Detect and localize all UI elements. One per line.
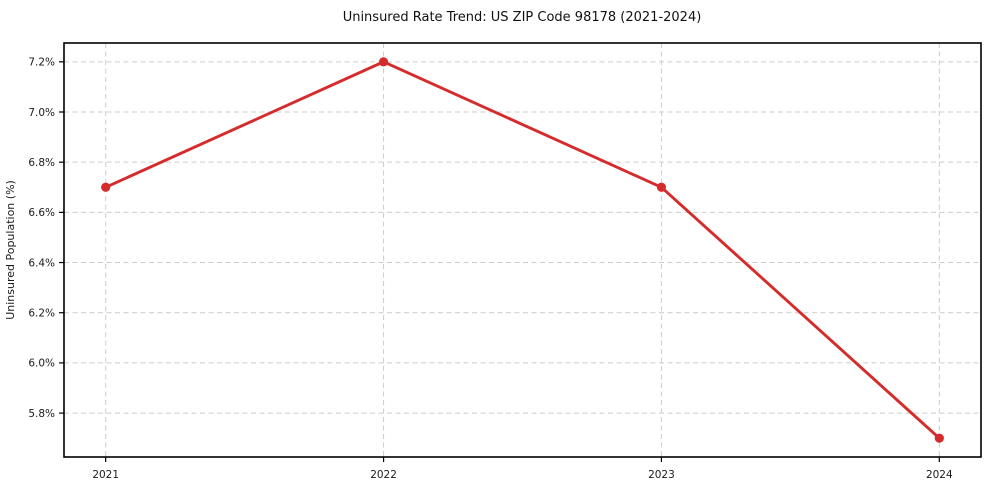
y-tick-label: 6.0% [28,358,55,370]
y-tick-label: 7.0% [28,107,55,119]
data-point [934,433,944,443]
x-tick-label: 2024 [926,469,953,481]
data-point [101,182,111,192]
trend-line [104,60,941,440]
y-axis-label: Uninsured Population (%) [4,180,17,320]
y-tick-label: 6.6% [28,207,55,219]
y-tick-label: 7.2% [28,57,55,69]
x-tick-label: 2021 [92,469,119,481]
plot-border [63,42,982,458]
plot-area: 5.8% 6.0% 6.2% 6.4% 6.6% 6.8% 7.0% 7.2% 2021 2022… [28,42,982,481]
y-tick-label: 6.2% [28,308,55,320]
y-tick-label: 6.4% [28,257,55,269]
y-tick-label: 6.8% [28,157,55,169]
data-point [378,57,389,67]
x-tick-label: 2022 [370,469,397,481]
x-tick-label: 2023 [648,469,675,481]
y-tick-label: 5.8% [28,408,55,420]
data-point [656,182,667,192]
chart-title: Uninsured Rate Trend: US ZIP Code 98178 … [343,10,702,25]
